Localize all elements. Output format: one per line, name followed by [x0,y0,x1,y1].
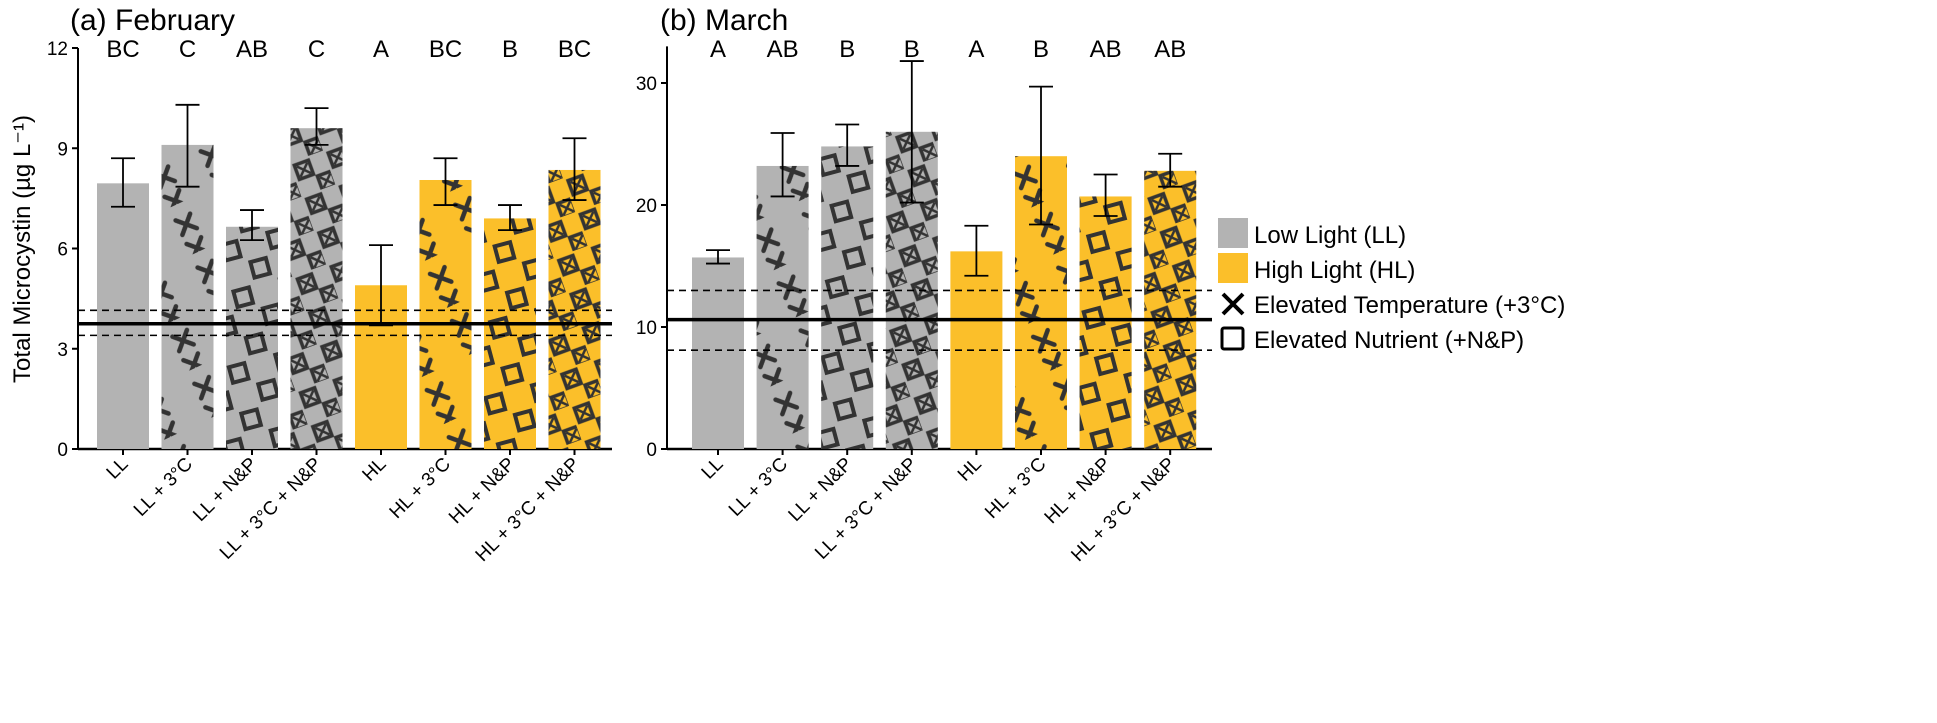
significance-letter: BC [106,36,139,63]
bar-pattern [290,128,343,449]
y-tick-label: 20 [636,196,657,217]
legend-label: Elevated Nutrient (+N&P) [1254,327,1524,354]
legend: Low Light (LL) High Light (HL) Elevated Te… [1218,218,1565,354]
y-tick-label: 9 [57,139,68,160]
significance-letter: AB [767,36,799,63]
significance-letter: A [373,36,389,63]
significance-letter: A [710,36,726,63]
bar-pattern [548,169,601,450]
bar-pattern [419,179,472,449]
bar-pattern [756,165,809,449]
x-tick-label: LL [698,454,728,484]
significance-letter: B [1033,36,1049,63]
bar-pattern [484,218,536,449]
significance-letter: B [904,36,920,63]
y-tick-label: 12 [47,39,68,60]
significance-letter: A [968,36,984,63]
bar [97,183,149,449]
significance-letter: AB [1090,36,1122,63]
legend-label: High Light (HL) [1254,257,1415,284]
bar-pattern [821,146,874,449]
y-tick-label: 0 [646,440,657,461]
panel-title: (b) March [660,4,788,37]
bar [692,257,744,449]
bar-pattern [161,144,214,450]
significance-letter: BC [429,36,462,63]
panel-title: (a) February [70,4,235,37]
y-tick-label: 30 [636,74,657,95]
x-tick-label: LL [103,454,133,484]
significance-letter: C [308,36,325,63]
x-tick-label: LL + 3°C [130,454,197,521]
y-tick-label: 3 [57,340,68,361]
legend-swatch [1218,253,1248,283]
legend-label: Low Light (LL) [1254,222,1406,249]
square-icon [1220,326,1245,351]
significance-letter: B [839,36,855,63]
x-tick-label: HL [954,454,986,486]
y-tick-label: 0 [57,440,68,461]
x-tick-label: HL [359,454,391,486]
y-tick-label: 10 [636,318,657,339]
significance-letter: BC [558,36,591,63]
significance-letter: C [179,36,196,63]
significance-letter: B [502,36,518,63]
bar-pattern [1079,196,1132,449]
cross-icon [1221,292,1245,316]
significance-letter: AB [236,36,268,63]
significance-letter: AB [1154,36,1186,63]
bar-pattern [226,226,278,449]
legend-swatch [1218,218,1248,248]
y-axis-label: Total Microcystin (µg L⁻¹) [9,115,36,383]
legend-label: Elevated Temperature (+3°C) [1254,292,1565,319]
x-tick-label: LL + 3°C [725,454,792,521]
bar-pattern [1144,170,1197,449]
y-tick-label: 6 [57,240,68,261]
